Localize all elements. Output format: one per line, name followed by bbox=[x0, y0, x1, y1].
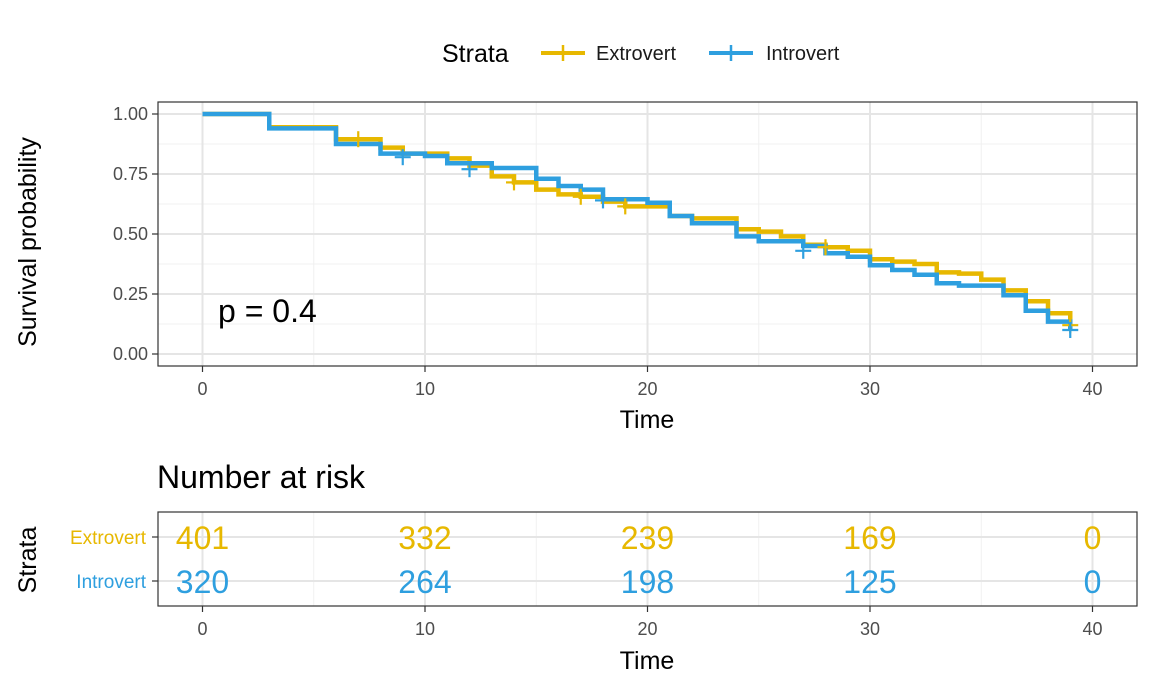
risk-table-y-title: Strata bbox=[14, 527, 42, 594]
y-axis-title: Survival probability bbox=[14, 137, 42, 347]
x-tick-label: 0 bbox=[197, 379, 207, 399]
risk-table-values: 401 332 239 169 0 320 264 198 125 0 bbox=[176, 520, 1102, 600]
censor-mark-extrovert bbox=[817, 239, 834, 256]
risk-value-introvert: 0 bbox=[1084, 564, 1102, 600]
risk-value-introvert: 198 bbox=[621, 564, 674, 600]
risk-table-row-labels: Extrovert Introvert bbox=[70, 528, 158, 593]
legend: Strata Extrovert Introvert bbox=[442, 40, 840, 68]
x-tick-label: 10 bbox=[415, 379, 435, 399]
legend-key-introvert bbox=[709, 45, 753, 61]
survival-curve-extrovert bbox=[202, 111, 1073, 323]
survival-curve-introvert bbox=[202, 111, 1073, 330]
risk-table-x-ticks: 0 10 20 30 40 bbox=[197, 606, 1103, 639]
x-tick-label: 20 bbox=[637, 619, 657, 639]
x-tick-label: 30 bbox=[860, 619, 880, 639]
risk-row-label-introvert: Introvert bbox=[76, 572, 146, 593]
survival-gridlines bbox=[158, 102, 1137, 366]
x-tick-label: 40 bbox=[1082, 619, 1102, 639]
risk-value-extrovert: 401 bbox=[176, 520, 229, 556]
survival-curves bbox=[202, 111, 1073, 330]
censor-mark-introvert bbox=[1062, 322, 1079, 338]
survival-panel: 0.00 0.25 0.50 0.75 1.00 0 10 20 30 40 p = 0.4 T… bbox=[14, 101, 1138, 434]
censor-mark-introvert bbox=[461, 161, 478, 178]
x-tick-label: 10 bbox=[415, 619, 435, 639]
risk-value-extrovert: 0 bbox=[1084, 520, 1102, 556]
censor-mark-extrovert bbox=[506, 174, 522, 191]
censor-mark-introvert bbox=[595, 192, 611, 209]
y-axis-ticks: 0.00 0.25 0.50 0.75 1.00 bbox=[113, 104, 158, 364]
x-axis-ticks: 0 10 20 30 40 bbox=[197, 366, 1103, 399]
y-tick-label: 0.00 bbox=[113, 344, 148, 364]
y-tick-label: 0.50 bbox=[113, 224, 148, 244]
risk-table-title: Number at risk bbox=[157, 459, 366, 495]
censor-mark-extrovert bbox=[617, 198, 634, 215]
y-tick-label: 1.00 bbox=[113, 104, 148, 124]
risk-table-gridlines bbox=[158, 512, 1137, 606]
risk-table-panel: Number at risk 401 332 239 169 0 320 264 198 125… bbox=[14, 459, 1138, 675]
x-tick-label: 20 bbox=[637, 379, 657, 399]
p-value-annotation: p = 0.4 bbox=[218, 293, 317, 329]
censor-mark-extrovert bbox=[572, 188, 589, 205]
censor-mark-introvert bbox=[394, 149, 411, 166]
x-axis-title: Time bbox=[620, 406, 675, 434]
risk-value-extrovert: 239 bbox=[621, 520, 674, 556]
x-tick-label: 30 bbox=[860, 379, 880, 399]
risk-value-introvert: 320 bbox=[176, 564, 229, 600]
risk-value-extrovert: 332 bbox=[398, 520, 451, 556]
y-tick-label: 0.25 bbox=[113, 284, 148, 304]
risk-value-introvert: 264 bbox=[398, 564, 451, 600]
risk-table-x-title: Time bbox=[620, 647, 675, 675]
legend-key-extrovert bbox=[541, 45, 585, 61]
legend-label-introvert: Introvert bbox=[766, 43, 840, 65]
risk-value-introvert: 125 bbox=[843, 564, 896, 600]
legend-title: Strata bbox=[442, 40, 509, 68]
censor-mark-extrovert bbox=[350, 131, 367, 148]
x-tick-label: 40 bbox=[1082, 379, 1102, 399]
risk-value-extrovert: 169 bbox=[843, 520, 896, 556]
legend-label-extrovert: Extrovert bbox=[596, 43, 676, 65]
censor-marks bbox=[350, 131, 1079, 338]
y-tick-label: 0.75 bbox=[113, 164, 148, 184]
x-tick-label: 0 bbox=[197, 619, 207, 639]
risk-row-label-extrovert: Extrovert bbox=[70, 528, 147, 549]
censor-mark-introvert bbox=[795, 242, 812, 259]
